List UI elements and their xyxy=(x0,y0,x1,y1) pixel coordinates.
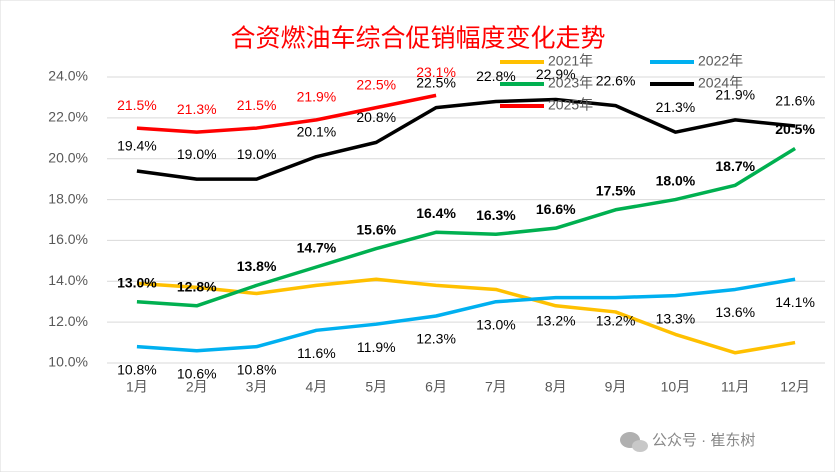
data-label: 21.5% xyxy=(117,97,157,113)
x-tick-label: 11月 xyxy=(721,379,750,395)
series-line xyxy=(136,97,796,181)
legend-label: 2022年 xyxy=(698,53,743,69)
data-label: 19.0% xyxy=(237,146,277,162)
x-tick-label: 1月 xyxy=(126,379,148,395)
data-label: 11.6% xyxy=(297,345,336,361)
data-label: 16.4% xyxy=(416,205,456,221)
x-tick-label: 7月 xyxy=(485,379,507,395)
series-line xyxy=(136,277,796,355)
data-label: 13.2% xyxy=(596,312,636,328)
data-label: 21.9% xyxy=(715,87,755,103)
y-tick-label: 22.0% xyxy=(48,109,88,125)
data-label: 18.7% xyxy=(715,158,755,174)
x-tick-label: 6月 xyxy=(425,379,447,395)
data-label: 20.1% xyxy=(297,123,337,139)
data-label: 10.8% xyxy=(117,361,157,377)
y-tick-label: 24.0% xyxy=(48,68,88,84)
data-label: 17.5% xyxy=(596,182,636,198)
series-line xyxy=(136,147,796,308)
data-label: 19.4% xyxy=(117,138,157,154)
legend-label: 2024年 xyxy=(698,75,743,91)
watermark: 公众号 · 崔东树 xyxy=(652,432,755,449)
data-label: 15.6% xyxy=(356,221,396,237)
data-label: 16.3% xyxy=(476,207,516,223)
y-tick-label: 16.0% xyxy=(48,231,88,247)
data-label: 13.0% xyxy=(117,274,157,290)
data-label: 22.8% xyxy=(476,68,516,84)
data-label: 13.0% xyxy=(476,316,516,332)
legend-label: 2021年 xyxy=(548,53,593,69)
data-label: 13.6% xyxy=(715,304,755,320)
x-tick-label: 3月 xyxy=(246,379,268,395)
data-label: 16.6% xyxy=(536,201,576,217)
y-tick-label: 12.0% xyxy=(48,313,88,329)
x-tick-label: 2月 xyxy=(186,379,208,395)
data-label: 21.3% xyxy=(177,101,217,117)
data-label: 22.9% xyxy=(536,66,576,82)
series-line xyxy=(136,93,437,134)
data-label: 21.5% xyxy=(237,97,277,113)
data-label: 10.8% xyxy=(237,361,277,377)
data-label: 23.1% xyxy=(416,64,456,80)
chart-title: 合资燃油车综合促销幅度变化走势 xyxy=(230,25,605,53)
data-label: 21.6% xyxy=(775,93,815,109)
data-label: 14.7% xyxy=(297,240,337,256)
y-tick-label: 18.0% xyxy=(48,190,88,206)
data-label: 10.6% xyxy=(177,365,217,381)
x-tick-label: 12月 xyxy=(780,379,810,395)
data-label: 22.5% xyxy=(416,74,456,90)
y-tick-label: 10.0% xyxy=(48,354,88,370)
data-label: 12.3% xyxy=(416,331,456,347)
x-tick-label: 4月 xyxy=(306,379,328,395)
series-line xyxy=(136,277,796,353)
legend-label: 2023年 xyxy=(548,75,593,91)
data-label: 22.5% xyxy=(356,76,396,92)
x-tick-label: 5月 xyxy=(365,379,387,395)
y-tick-label: 20.0% xyxy=(48,149,88,165)
y-tick-label: 14.0% xyxy=(48,272,88,288)
data-label: 19.0% xyxy=(177,146,217,162)
watermark-icon xyxy=(620,432,648,452)
data-label: 13.2% xyxy=(536,312,576,328)
x-tick-label: 9月 xyxy=(605,379,627,395)
data-label: 11.9% xyxy=(357,339,396,355)
data-label: 13.3% xyxy=(656,310,696,326)
data-label: 20.8% xyxy=(356,109,396,125)
data-label: 13.8% xyxy=(237,258,277,274)
data-label: 22.6% xyxy=(596,72,636,88)
data-label: 21.3% xyxy=(656,99,696,115)
data-label: 21.9% xyxy=(297,89,337,105)
data-label: 12.8% xyxy=(177,279,217,295)
legend-label: 2025年 xyxy=(548,97,593,113)
x-tick-label: 8月 xyxy=(545,379,567,395)
x-tick-label: 10月 xyxy=(661,379,691,395)
data-label: 18.0% xyxy=(656,172,696,188)
data-label: 14.1% xyxy=(775,294,815,310)
